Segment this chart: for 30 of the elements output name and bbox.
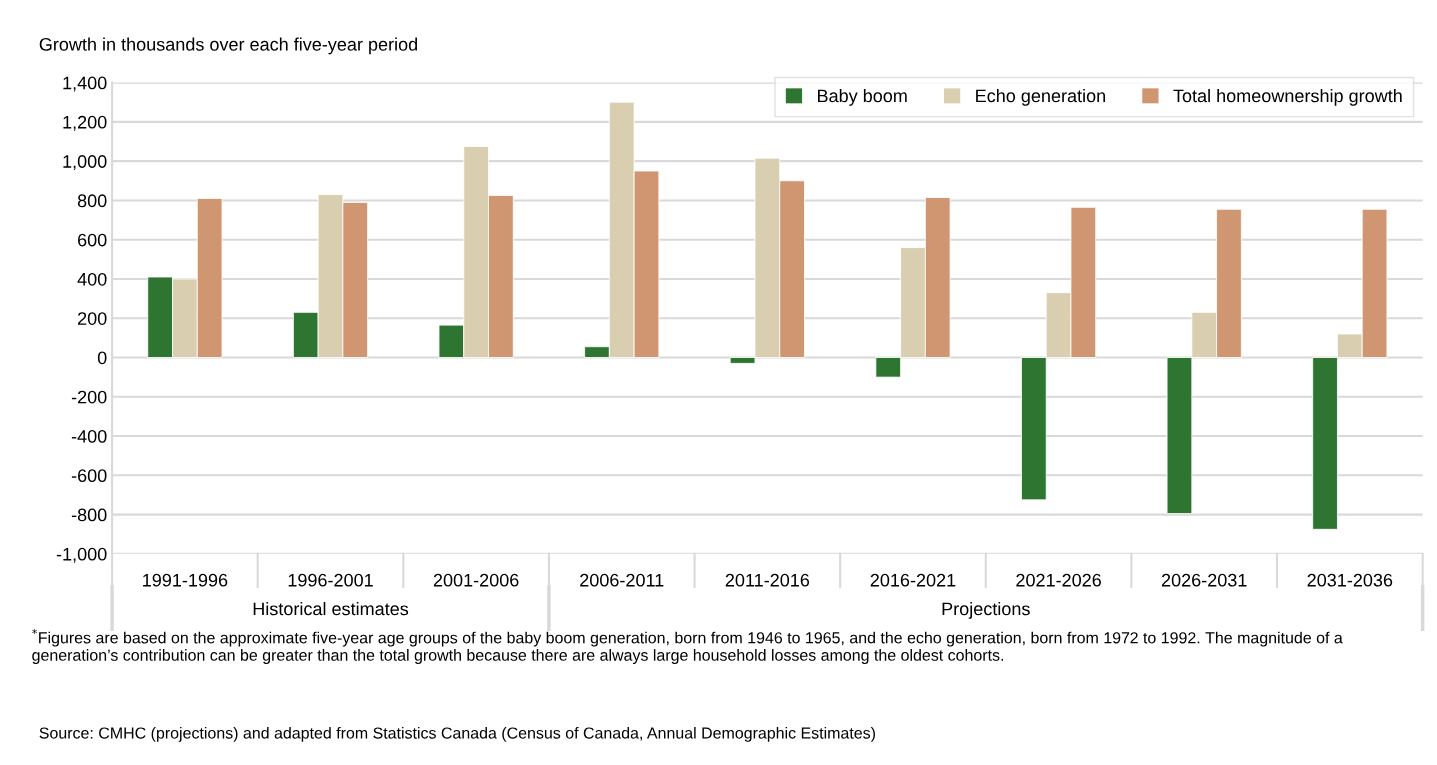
x-tick-label: 2021-2026 xyxy=(1016,573,1101,587)
legend-label: Baby boom xyxy=(818,88,907,106)
y-tick-label: -1,000 xyxy=(56,547,107,563)
text: Historical estimates xyxy=(253,601,409,616)
x-tick-label: 2001-2006 xyxy=(433,573,519,587)
text: $^{*}$Figures are based on the approximate five-year age groups of the baby boom generation, born from 1946 to 1965, and the echo generation, born from 1972 to 1992. The magnitude of a generation’s contribution can be greater than the total growth because there are always large household losses among the oldest cohorts. xyxy=(32,628,1343,664)
x-tick-label: 2016-2021 xyxy=(870,573,956,587)
x-tick-label: 2011-2016 xyxy=(725,573,810,587)
y-tick-label: -200 xyxy=(71,390,107,404)
x-tick-label: 2026-2031 xyxy=(1161,573,1247,587)
x-tick-label: 2031-2036 xyxy=(1307,573,1393,587)
y-tick-label: 600 xyxy=(78,233,107,247)
y-tick-label: 200 xyxy=(78,312,107,325)
y-tick-label: 1,400 xyxy=(63,76,107,92)
legend-label: Echo generation xyxy=(976,88,1105,106)
text: Projections xyxy=(942,601,1030,619)
y-tick-label: 0 xyxy=(97,351,107,365)
x-tick-label: 1996-2001 xyxy=(288,573,373,587)
legend-label: Total homeownership growth xyxy=(1173,88,1402,106)
y-tick-label: 800 xyxy=(77,194,107,208)
source-note: Source: CMHC (projections) and adapted from Statistics Canada (Census of Canada, Annual Demographic Estimates) xyxy=(39,726,875,742)
y-tick-label: 1,200 xyxy=(63,115,107,131)
y-tick-label: 400 xyxy=(77,272,107,286)
y-tick-label: 1,000 xyxy=(63,155,107,171)
y-tick-label: -600 xyxy=(71,469,107,483)
y-axis-title: Growth in thousands over each five-year period xyxy=(39,37,418,55)
x-tick-label: 2006-2011 xyxy=(580,573,664,587)
y-tick-label: -800 xyxy=(71,508,107,522)
y-tick-label: -400 xyxy=(71,429,107,443)
x-tick-label: 1991-1996 xyxy=(143,573,228,587)
